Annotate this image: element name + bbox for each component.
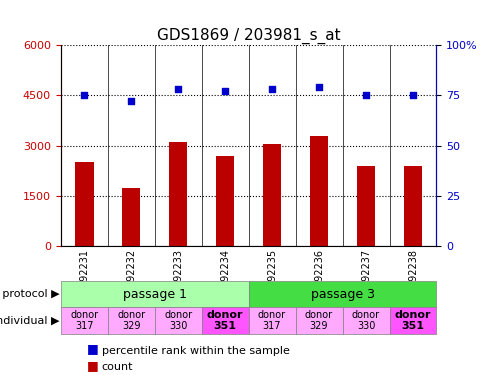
- Bar: [201, 308, 248, 334]
- Text: donor
330: donor 330: [351, 310, 379, 332]
- Bar: [248, 281, 436, 308]
- Point: [221, 88, 228, 94]
- Text: donor
351: donor 351: [394, 310, 430, 332]
- Text: ■: ■: [87, 359, 99, 372]
- Bar: [168, 142, 187, 246]
- Bar: [121, 188, 140, 246]
- Bar: [342, 308, 389, 334]
- Text: individual ▶: individual ▶: [0, 315, 60, 326]
- Bar: [403, 166, 422, 246]
- Text: donor
329: donor 329: [304, 310, 333, 332]
- Text: donor
329: donor 329: [117, 310, 145, 332]
- Text: count: count: [102, 362, 133, 372]
- Title: GDS1869 / 203981_s_at: GDS1869 / 203981_s_at: [156, 27, 340, 44]
- Text: growth protocol ▶: growth protocol ▶: [0, 289, 60, 299]
- Bar: [309, 136, 328, 246]
- Text: ■: ■: [87, 342, 99, 355]
- Point: [362, 92, 369, 98]
- Text: passage 1: passage 1: [122, 288, 186, 301]
- Text: donor
351: donor 351: [206, 310, 243, 332]
- Text: passage 3: passage 3: [310, 288, 374, 301]
- Point: [127, 98, 135, 104]
- Point: [174, 86, 182, 92]
- Point: [80, 92, 88, 98]
- Bar: [356, 166, 375, 246]
- Text: donor
317: donor 317: [70, 310, 98, 332]
- Text: donor
330: donor 330: [164, 310, 192, 332]
- Bar: [389, 308, 436, 334]
- Bar: [60, 308, 107, 334]
- Point: [315, 84, 322, 90]
- Point: [268, 86, 275, 92]
- Text: percentile rank within the sample: percentile rank within the sample: [102, 345, 289, 355]
- Bar: [248, 308, 295, 334]
- Text: donor
317: donor 317: [257, 310, 286, 332]
- Bar: [60, 281, 248, 308]
- Bar: [262, 144, 281, 246]
- Bar: [154, 308, 201, 334]
- Bar: [107, 308, 154, 334]
- Bar: [215, 156, 234, 246]
- Bar: [295, 308, 342, 334]
- Point: [408, 92, 416, 98]
- Bar: [75, 162, 93, 246]
